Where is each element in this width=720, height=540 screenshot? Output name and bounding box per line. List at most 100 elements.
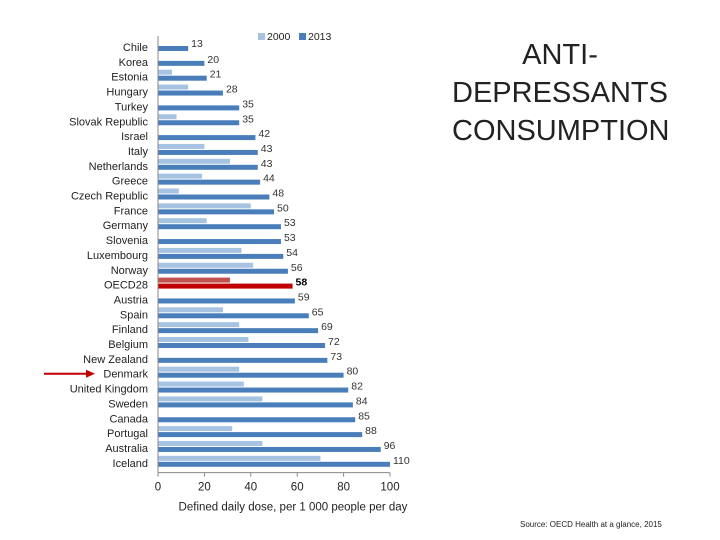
bar-2000-estonia: [158, 69, 172, 75]
value-label-luxembourg: 54: [286, 247, 298, 259]
bar-2000-finland: [158, 322, 240, 328]
category-label-denmark: Denmark: [103, 369, 148, 381]
slide-title-line3: CONSUMPTION: [452, 115, 670, 147]
bar-2013-france: [158, 209, 274, 215]
category-label-estonia: Estonia: [111, 72, 149, 84]
x-tick-label-40: 40: [244, 482, 257, 494]
bar-2000-czech-republic: [158, 188, 179, 194]
category-label-slovak-republic: Slovak Republic: [69, 116, 148, 128]
bar-2013-germany: [158, 224, 281, 230]
category-label-belgium: Belgium: [108, 339, 148, 351]
bar-2013-united-kingdom: [158, 387, 349, 393]
bar-2000-france: [158, 203, 251, 209]
category-label-turkey: Turkey: [115, 101, 149, 113]
value-label-iceland: 110: [393, 455, 410, 467]
bar-2013-greece: [158, 179, 261, 185]
source-note: Source: OECD Health at a glance, 2015: [520, 520, 662, 529]
category-label-finland: Finland: [112, 324, 148, 336]
category-label-korea: Korea: [119, 57, 149, 69]
value-label-spain: 65: [312, 306, 324, 318]
bar-2000-portugal: [158, 426, 233, 432]
bar-2013-slovenia: [158, 239, 281, 245]
bar-2000-netherlands: [158, 158, 230, 164]
bar-2000-belgium: [158, 337, 249, 342]
value-label-austria: 59: [298, 291, 310, 303]
value-label-slovak-republic: 35: [242, 113, 254, 125]
category-label-france: France: [114, 205, 148, 217]
value-label-finland: 69: [321, 321, 333, 333]
value-label-belgium: 72: [328, 336, 340, 348]
bar-2013-new-zealand: [158, 357, 328, 363]
x-tick-label-0: 0: [155, 482, 161, 494]
bar-2013-slovak-republic: [158, 120, 240, 126]
bar-2013-oecd28: [158, 283, 293, 289]
category-label-portugal: Portugal: [107, 428, 148, 440]
bars-group: [158, 46, 390, 467]
value-label-israel: 42: [258, 128, 270, 140]
bar-2013-czech-republic: [158, 194, 270, 200]
category-label-hungary: Hungary: [106, 87, 148, 99]
bar-2000-spain: [158, 307, 223, 313]
bar-2013-spain: [158, 313, 309, 319]
x-tick-label-20: 20: [198, 482, 211, 494]
x-tick-label-60: 60: [291, 482, 304, 494]
denmark-arrow: [44, 369, 95, 378]
bar-2013-chile: [158, 46, 189, 51]
category-label-netherlands: Netherlands: [89, 161, 149, 173]
category-label-sweden: Sweden: [108, 398, 148, 410]
category-label-norway: Norway: [111, 265, 149, 277]
category-label-australia: Australia: [105, 443, 149, 455]
bar-2013-australia: [158, 446, 381, 452]
bar-2000-iceland: [158, 455, 321, 461]
bar-2000-australia: [158, 440, 263, 446]
value-label-portugal: 88: [365, 425, 377, 437]
category-label-oecd28: OECD28: [104, 280, 148, 292]
category-label-slovenia: Slovenia: [106, 235, 149, 247]
value-label-czech-republic: 48: [272, 188, 284, 200]
bar-2000-united-kingdom: [158, 381, 244, 387]
bar-2013-canada: [158, 417, 356, 423]
value-label-korea: 20: [207, 54, 219, 66]
value-label-australia: 96: [384, 440, 396, 452]
category-label-chile: Chile: [123, 42, 148, 54]
value-label-france: 50: [277, 202, 289, 214]
bar-2013-italy: [158, 149, 258, 155]
category-label-germany: Germany: [103, 220, 149, 232]
bar-2000-hungary: [158, 84, 189, 90]
x-tick-label-80: 80: [337, 482, 350, 494]
bar-2000-germany: [158, 218, 207, 224]
value-label-slovenia: 53: [284, 232, 296, 244]
category-label-spain: Spain: [120, 309, 148, 321]
x-tick-label-100: 100: [380, 482, 399, 494]
x-axis: 0 20 40 60 80 100 Defined daily dose, per 1 00…: [155, 36, 408, 514]
x-axis-title: Defined daily dose, per 1 000 people per…: [179, 502, 408, 514]
bar-2013-austria: [158, 298, 295, 304]
value-label-denmark: 80: [347, 366, 359, 378]
legend-swatch-2000: [258, 33, 265, 40]
bar-2013-netherlands: [158, 164, 258, 170]
category-label-new-zealand: New Zealand: [83, 354, 148, 366]
value-label-germany: 53: [284, 217, 296, 229]
legend-label-2000: 2000: [267, 31, 291, 43]
category-label-austria: Austria: [114, 294, 149, 306]
bar-2013-hungary: [158, 90, 223, 96]
value-label-greece: 44: [263, 173, 275, 185]
category-label-iceland: Iceland: [113, 458, 148, 470]
category-labels: Chile Korea Estonia Hungary Turkey Slovak Rep…: [69, 42, 149, 470]
bar-2013-israel: [158, 135, 256, 141]
value-label-estonia: 21: [210, 69, 222, 81]
legend-label-2013: 2013: [308, 31, 332, 43]
value-label-hungary: 28: [226, 84, 238, 96]
bar-2000-italy: [158, 143, 205, 149]
bar-2013-norway: [158, 268, 288, 274]
bar-2013-estonia: [158, 75, 207, 81]
bar-2000-slovak-republic: [158, 114, 177, 120]
value-label-canada: 85: [358, 410, 370, 422]
bar-2000-denmark: [158, 366, 240, 372]
category-label-united-kingdom: United Kingdom: [70, 384, 148, 396]
category-label-luxembourg: Luxembourg: [87, 250, 148, 262]
bar-2013-korea: [158, 60, 205, 66]
bar-2000-norway: [158, 262, 254, 268]
